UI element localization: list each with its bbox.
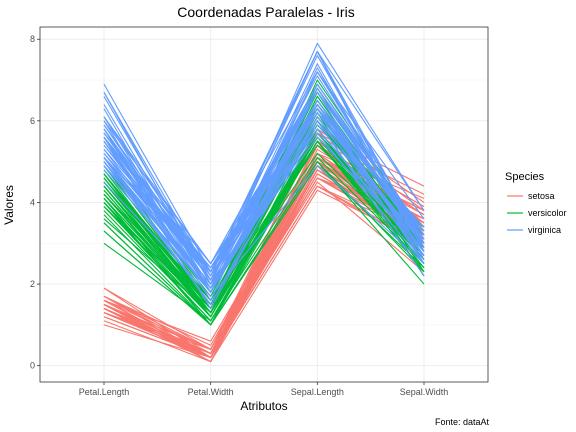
series-line-virginica — [103, 50, 425, 285]
y-tick-label: 0 — [30, 361, 35, 371]
y-tick-label: 6 — [30, 116, 35, 126]
legend-label-virginica: virginica — [528, 225, 561, 235]
panel-border — [39, 26, 489, 383]
series-line-virginica — [103, 50, 425, 273]
x-axis-title: Atributos — [240, 399, 287, 413]
y-axis-title: Valores — [2, 185, 16, 225]
y-tick-label: 2 — [30, 279, 35, 289]
chart-title: Coordenadas Paralelas - Iris — [177, 4, 354, 20]
series-line-virginica — [103, 91, 425, 265]
series-virginica — [103, 42, 425, 310]
legend-label-versicolor: versicolor — [528, 208, 567, 218]
y-axis: 0 2 4 6 8 — [30, 34, 40, 371]
y-tick-label: 8 — [30, 34, 35, 44]
series-line-virginica — [103, 124, 425, 293]
series-lines — [103, 42, 425, 363]
x-tick-label: Sepal.Length — [291, 387, 344, 397]
legend-title: Species — [505, 171, 545, 183]
series-line-virginica — [103, 103, 425, 277]
series-line-virginica — [103, 91, 425, 273]
y-tick-label: 4 — [30, 197, 35, 207]
x-tick-label: Petal.Length — [79, 387, 130, 397]
legend: Species setosa versicolor virginica — [505, 171, 567, 235]
series-line-virginica — [103, 120, 425, 293]
series-line-virginica — [103, 165, 425, 297]
x-tick-label: Petal.Width — [188, 387, 234, 397]
x-axis: Petal.Length Petal.Width Sepal.Length Sepal… — [79, 382, 449, 397]
series-line-virginica — [103, 112, 425, 273]
legend-label-setosa: setosa — [528, 191, 555, 201]
caption: Fonte: dataAt — [435, 417, 490, 427]
series-line-versicolor — [103, 161, 425, 326]
series-line-versicolor — [103, 157, 425, 322]
series-line-versicolor — [103, 140, 425, 326]
x-tick-label: Sepal.Width — [400, 387, 449, 397]
series-line-versicolor — [103, 140, 425, 314]
